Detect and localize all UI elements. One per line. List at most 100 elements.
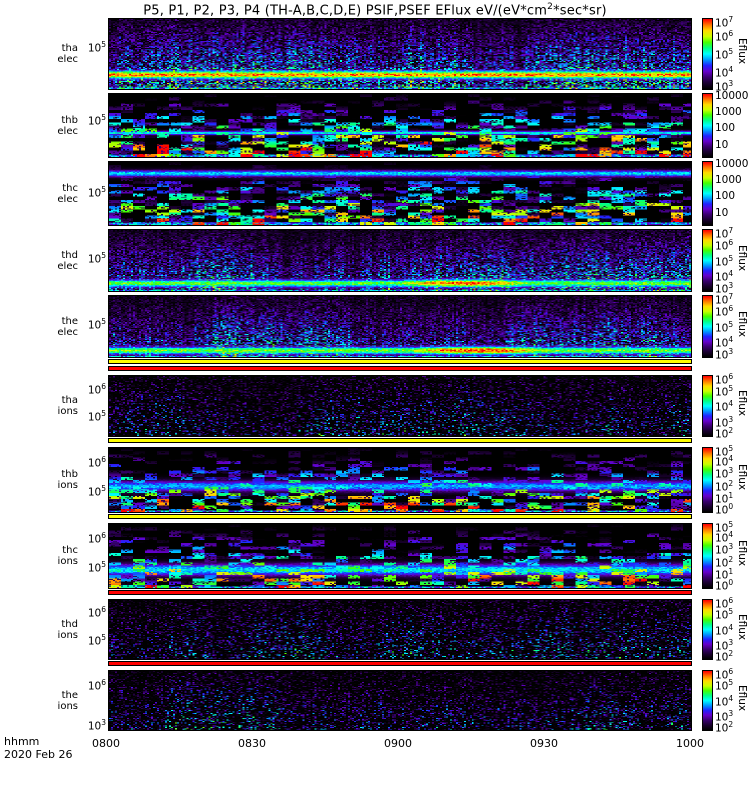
colorbar-tick-tha-ions-4: 102	[715, 426, 734, 441]
colorbar-gradient-the-elec	[703, 296, 712, 357]
colorbar-tick-thd-elec-3: 104	[715, 269, 734, 284]
spectrogram-the-ions	[109, 671, 691, 730]
colorbar-tick-tha-elec-4: 103	[715, 79, 734, 94]
title-units-exponent: 2	[547, 2, 554, 12]
spectrogram-thd-elec	[109, 230, 691, 291]
panel-tha-ions	[108, 375, 692, 437]
ylabel-line2-thb-ions: ions	[57, 480, 78, 491]
ytick-thb-elec-0: 105	[87, 113, 106, 128]
colorbar-tick-thd-elec-4: 103	[715, 281, 734, 296]
ytick-thc-ions-0: 106	[87, 530, 106, 546]
colorbar-tick-thb-elec-2: 100	[715, 122, 736, 135]
spectrogram-tha-elec	[109, 19, 691, 89]
spectrogram-thd-ions	[109, 600, 691, 659]
sep-red-the-elec	[108, 366, 692, 371]
colorbar-tha-elec	[702, 18, 713, 90]
colorbar-the-ions	[702, 670, 713, 731]
ylabel-line1-thb-elec: thb	[61, 114, 78, 126]
colorbar-tick-thb-ions-5: 100	[715, 502, 734, 517]
ylabel-line1-the-ions: the	[61, 689, 78, 701]
colorbar-gradient-thc-elec	[703, 162, 712, 225]
ylabel-line2-thc-ions: ions	[57, 556, 78, 567]
colorbar-tick-thc-elec-0: 10000	[715, 158, 749, 170]
colorbar-tick-thc-ions-5: 100	[715, 578, 734, 593]
xtick-0830: 0830	[238, 737, 266, 750]
colorbar-tick-thd-elec-2: 105	[715, 253, 734, 269]
colorbar-label-the-elec: Eflux	[736, 310, 748, 337]
colorbar-tha-ions	[702, 375, 713, 437]
ylabel-line2-the-ions: ions	[57, 700, 78, 712]
spectrogram-thc-ions	[109, 524, 691, 588]
ylabel-line2-thd-elec: elec	[57, 260, 78, 272]
panel-thd-elec	[108, 229, 692, 292]
colorbar-thd-elec	[702, 229, 713, 292]
panel-thb-elec	[108, 93, 692, 158]
colorbar-tick-thc-elec-3: 10	[715, 207, 729, 220]
ylabel-line2-tha-ions: ions	[57, 406, 78, 417]
ylabel-line2-thb-elec: elec	[57, 125, 78, 137]
colorbar-label-thd-elec: Eflux	[736, 244, 748, 271]
ytick-thb-ions-0: 106	[87, 454, 106, 470]
colorbar-tick-thc-elec-1: 1000	[715, 173, 742, 186]
sep-yellow-thb-ions	[108, 514, 692, 519]
ytick-thd-ions-1: 105	[87, 633, 106, 648]
colorbar-tick-thc-ions-4: 101	[715, 567, 734, 582]
colorbar-tick-thc-ions-2: 103	[715, 542, 734, 557]
colorbar-tick-thb-elec-3: 10	[715, 139, 729, 152]
ylabel-the-ions: the ions	[44, 690, 78, 712]
panel-thd-ions	[108, 599, 692, 660]
colorbar-tick-tha-elec-3: 104	[715, 65, 734, 80]
colorbar-tick-thd-ions-4: 102	[715, 649, 734, 664]
colorbar-thd-ions	[702, 599, 713, 660]
spectrogram-thb-elec	[109, 94, 691, 157]
colorbar-tick-thb-ions-4: 101	[715, 491, 734, 506]
colorbar-tick-the-elec-2: 105	[715, 319, 734, 335]
colorbar-label-the-ions: Eflux	[736, 684, 748, 711]
panel-thb-ions	[108, 447, 692, 513]
colorbar-thc-elec	[702, 161, 713, 226]
ylabel-line2-tha-elec: elec	[57, 54, 78, 65]
sep-yellow-tha-ions	[108, 438, 692, 443]
ylabel-thc-ions: thc ions	[44, 545, 78, 567]
colorbar-tick-the-elec-4: 103	[715, 347, 734, 362]
colorbar-tick-tha-ions-1: 105	[715, 383, 734, 399]
ylabel-line1-the-elec: the	[61, 315, 78, 327]
panel-thc-elec	[108, 161, 692, 226]
colorbar-tick-thd-ions-1: 105	[715, 607, 734, 622]
colorbar-gradient-tha-ions	[703, 376, 712, 436]
colorbar-tick-thb-ions-0: 105	[715, 444, 734, 459]
xtick-0900: 0900	[384, 737, 412, 750]
sep-red-thd-ions	[108, 661, 692, 666]
ylabel-thd-elec: thd elec	[44, 250, 78, 272]
colorbar-tick-the-ions-3: 103	[715, 708, 734, 724]
colorbar-label-thd-ions: Eflux	[736, 613, 748, 640]
figure-title: P5, P1, P2, P3, P4 (TH-A,B,C,D,E) PSIF,P…	[143, 2, 607, 19]
ylabel-line1-tha-elec: tha	[61, 43, 78, 54]
ylabel-line2-thd-ions: ions	[57, 629, 78, 641]
colorbar-tick-tha-elec-1: 106	[715, 29, 734, 44]
colorbar-tick-tha-elec-0: 107	[715, 15, 734, 30]
ylabel-tha-ions: tha ions	[44, 395, 78, 417]
colorbar-tick-thd-ions-0: 106	[715, 596, 734, 611]
xtick-1000: 1000	[676, 737, 704, 750]
ytick-the-ions-1: 103	[87, 717, 106, 733]
panel-the-elec	[108, 295, 692, 358]
colorbar-tick-the-elec-0: 107	[715, 292, 734, 307]
colorbar-tick-the-ions-2: 104	[715, 693, 734, 709]
ylabel-tha-elec: tha elec	[44, 43, 78, 65]
ylabel-line1-thd-ions: thd	[61, 618, 78, 630]
colorbar-gradient-thd-elec	[703, 230, 712, 291]
colorbar-tick-tha-ions-3: 103	[715, 414, 734, 430]
sep-red-thc-ions	[108, 590, 692, 595]
colorbar-tick-the-elec-1: 106	[715, 303, 734, 319]
ylabel-line2-the-elec: elec	[57, 326, 78, 338]
colorbar-tick-tha-elec-2: 105	[715, 47, 734, 62]
ytick-the-ions-0: 106	[87, 677, 106, 693]
sep-yellow-the-elec	[108, 359, 692, 364]
colorbar-label-thc-ions: Eflux	[736, 540, 748, 567]
ylabel-thb-elec: thb elec	[44, 115, 78, 137]
panel-tha-elec	[108, 18, 692, 90]
xaxis-label-hhmm: hhmm	[4, 735, 40, 748]
colorbar-tick-thb-elec-0: 10000	[715, 90, 749, 102]
